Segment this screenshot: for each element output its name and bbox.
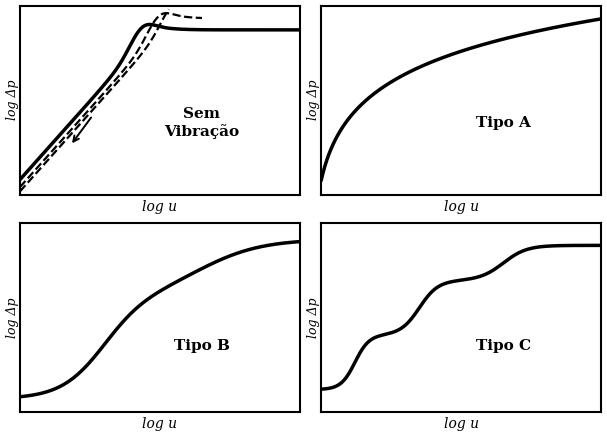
Y-axis label: log Δp: log Δp [5,80,19,121]
Y-axis label: log Δp: log Δp [5,297,19,337]
Text: Tipo C: Tipo C [476,339,531,353]
X-axis label: log u: log u [444,417,479,431]
Text: Tipo A: Tipo A [476,116,531,130]
Y-axis label: log Δp: log Δp [307,80,320,121]
Y-axis label: log Δp: log Δp [307,297,320,337]
X-axis label: log u: log u [143,200,177,214]
Text: Sem
Vibração: Sem Vibração [164,107,240,139]
X-axis label: log u: log u [444,200,479,214]
X-axis label: log u: log u [143,417,177,431]
Text: Tipo B: Tipo B [174,339,230,353]
